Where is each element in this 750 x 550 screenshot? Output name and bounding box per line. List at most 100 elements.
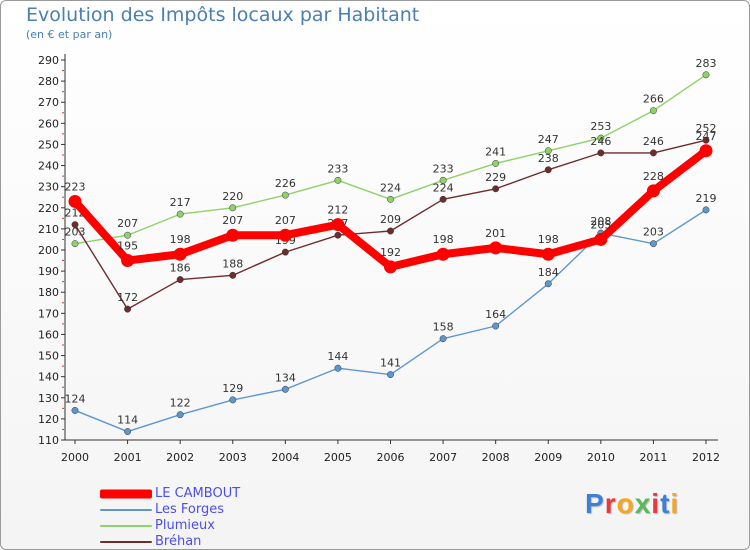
y-tick-label: 180 bbox=[38, 286, 59, 299]
legend-label-plumieux: Plumieux bbox=[155, 518, 215, 533]
data-point-br-han bbox=[124, 305, 132, 313]
y-tick-label: 250 bbox=[38, 138, 59, 151]
y-tick-label: 220 bbox=[38, 202, 59, 215]
y-tick-label: 130 bbox=[38, 392, 59, 405]
data-point-br-han bbox=[281, 248, 289, 256]
data-point-les-forges bbox=[439, 335, 447, 343]
data-point-les-forges bbox=[492, 322, 500, 330]
data-point-le-cambout bbox=[278, 228, 292, 242]
data-label-le-cambout: 212 bbox=[327, 204, 348, 217]
legend-swatch-br-han bbox=[100, 541, 152, 543]
data-point-plumieux bbox=[649, 107, 657, 115]
y-tick-label: 260 bbox=[38, 117, 59, 130]
data-label-le-cambout: 207 bbox=[275, 214, 296, 227]
data-point-br-han bbox=[229, 271, 237, 279]
data-label-le-cambout: 198 bbox=[433, 233, 454, 246]
data-label-plumieux: 233 bbox=[433, 162, 454, 175]
data-point-le-cambout bbox=[173, 247, 187, 261]
y-tick-label: 160 bbox=[38, 328, 59, 341]
data-label-br-han: 188 bbox=[222, 257, 243, 270]
x-tick-label: 2007 bbox=[429, 451, 457, 464]
legend-label-br-han: Bréhan bbox=[155, 534, 202, 549]
data-point-br-han bbox=[71, 221, 79, 229]
x-tick-label: 2010 bbox=[587, 451, 615, 464]
logo-letter: P bbox=[585, 488, 605, 519]
y-tick-label: 210 bbox=[38, 223, 59, 236]
data-label-br-han: 224 bbox=[433, 181, 454, 194]
x-tick-label: 2000 bbox=[61, 451, 89, 464]
logo-letter: i bbox=[651, 488, 661, 519]
x-tick-label: 2004 bbox=[271, 451, 299, 464]
y-tick-label: 240 bbox=[38, 160, 59, 173]
y-tick-label: 270 bbox=[38, 96, 59, 109]
data-label-les-forges: 158 bbox=[433, 321, 454, 334]
data-label-les-forges: 134 bbox=[275, 371, 296, 384]
x-tick-label: 2008 bbox=[482, 451, 510, 464]
y-tick-label: 280 bbox=[38, 75, 59, 88]
data-label-les-forges: 203 bbox=[643, 226, 664, 239]
data-point-plumieux bbox=[281, 191, 289, 199]
logo-letter: i bbox=[670, 488, 680, 519]
x-tick-label: 2001 bbox=[114, 451, 142, 464]
data-label-les-forges: 144 bbox=[327, 350, 348, 363]
data-label-les-forges: 114 bbox=[117, 414, 138, 427]
data-label-plumieux: 233 bbox=[327, 162, 348, 175]
data-label-le-cambout: 223 bbox=[65, 180, 86, 193]
data-point-plumieux bbox=[387, 195, 394, 203]
data-point-plumieux bbox=[597, 134, 605, 142]
y-tick-label: 290 bbox=[38, 54, 59, 67]
data-point-le-cambout bbox=[489, 241, 503, 255]
data-point-le-cambout bbox=[121, 254, 135, 268]
data-label-le-cambout: 247 bbox=[696, 130, 717, 143]
data-label-plumieux: 247 bbox=[538, 133, 559, 146]
y-tick-label: 230 bbox=[38, 181, 59, 194]
legend-label-le-cambout: LE CAMBOUT bbox=[155, 486, 241, 501]
data-label-plumieux: 241 bbox=[485, 145, 506, 158]
data-point-le-cambout bbox=[436, 247, 450, 261]
logo-letter: x bbox=[634, 488, 652, 519]
chart-legend: LE CAMBOUT Les Forges Plumieux Bréhan bbox=[100, 486, 300, 550]
data-point-plumieux bbox=[439, 176, 447, 184]
data-label-br-han: 209 bbox=[380, 213, 401, 226]
data-point-br-han bbox=[649, 149, 657, 157]
data-label-plumieux: 220 bbox=[222, 190, 243, 203]
data-label-plumieux: 283 bbox=[696, 57, 717, 70]
x-tick-label: 2002 bbox=[166, 451, 194, 464]
legend-item-le-cambout: LE CAMBOUT bbox=[100, 486, 300, 502]
data-point-plumieux bbox=[71, 240, 79, 248]
y-tick-label: 190 bbox=[38, 265, 59, 278]
data-label-plumieux: 253 bbox=[590, 120, 611, 133]
legend-swatch-les-forges bbox=[100, 509, 152, 511]
data-point-les-forges bbox=[281, 385, 289, 393]
data-point-plumieux bbox=[334, 176, 342, 184]
data-label-br-han: 246 bbox=[590, 135, 611, 148]
data-label-plumieux: 207 bbox=[117, 217, 138, 230]
data-point-les-forges bbox=[176, 411, 184, 419]
data-label-br-han: 238 bbox=[538, 152, 559, 165]
data-label-br-han: 246 bbox=[643, 135, 664, 148]
data-label-br-han: 172 bbox=[117, 291, 138, 304]
data-point-le-cambout bbox=[384, 260, 397, 274]
data-label-br-han: 252 bbox=[696, 122, 717, 135]
data-point-les-forges bbox=[387, 371, 394, 379]
legend-label-les-forges: Les Forges bbox=[155, 502, 225, 517]
data-label-plumieux: 226 bbox=[275, 177, 296, 190]
data-label-les-forges: 122 bbox=[170, 397, 191, 410]
x-tick-label: 2005 bbox=[324, 451, 352, 464]
data-label-les-forges: 208 bbox=[590, 215, 611, 228]
data-point-br-han bbox=[334, 231, 342, 239]
data-point-plumieux bbox=[124, 231, 132, 239]
y-tick-label: 140 bbox=[38, 371, 59, 384]
data-point-les-forges bbox=[649, 240, 657, 248]
logo-letter: t bbox=[660, 488, 671, 519]
data-label-le-cambout: 205 bbox=[590, 218, 611, 231]
data-point-plumieux bbox=[492, 159, 500, 167]
data-label-les-forges: 129 bbox=[222, 382, 243, 395]
data-point-br-han bbox=[176, 276, 184, 284]
proxiti-logo: Proxiti bbox=[585, 488, 679, 520]
data-point-br-han bbox=[439, 195, 447, 203]
data-point-les-forges bbox=[229, 396, 237, 404]
data-label-le-cambout: 195 bbox=[117, 240, 138, 253]
